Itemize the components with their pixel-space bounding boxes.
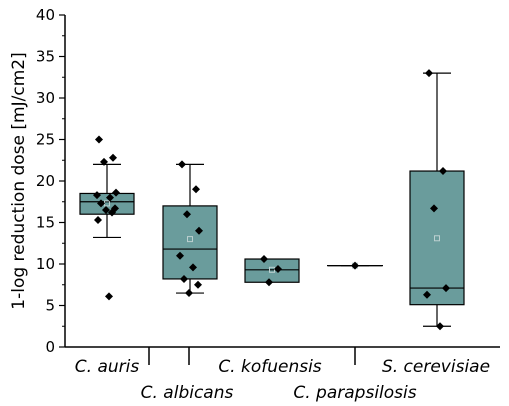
data-point	[105, 292, 113, 301]
x-category-label: C. parapsilosis	[293, 383, 416, 403]
data-point	[194, 280, 202, 289]
data-point	[100, 157, 108, 166]
y-tick-label: 15	[36, 214, 55, 232]
data-point	[195, 226, 203, 235]
mean-marker	[434, 235, 440, 242]
y-tick-label: 10	[36, 255, 55, 273]
data-point	[185, 289, 193, 298]
data-point	[94, 216, 102, 225]
box-group	[79, 135, 135, 301]
data-point	[93, 191, 101, 200]
y-axis-ticks: 0 5 10 15 20 25 30 35 40	[36, 6, 65, 356]
y-tick-label: 25	[36, 131, 55, 149]
data-point	[97, 199, 105, 208]
box-group	[409, 69, 465, 331]
box-group	[162, 160, 218, 298]
data-point	[439, 167, 447, 176]
y-tick-label: 30	[36, 89, 55, 107]
data-point	[425, 69, 433, 78]
y-tick-label: 20	[36, 172, 55, 190]
data-point	[108, 208, 116, 217]
data-point	[183, 210, 191, 219]
box-rect	[79, 192, 135, 215]
x-category-label: C. auris	[75, 357, 140, 377]
y-tick-label: 35	[36, 48, 55, 66]
mean-marker	[187, 236, 193, 243]
x-category-label: C. albicans	[141, 383, 234, 403]
y-tick-label: 0	[45, 338, 55, 356]
data-point	[436, 322, 444, 331]
data-point	[95, 135, 103, 144]
data-point	[189, 263, 197, 272]
x-category-label: S. cerevisiae	[382, 357, 490, 377]
data-point	[192, 185, 200, 194]
data-point	[178, 160, 186, 169]
boxes	[79, 69, 465, 331]
box-group	[327, 261, 383, 270]
box-rect	[244, 258, 300, 283]
data-point	[430, 204, 438, 213]
data-point	[442, 284, 450, 293]
data-point	[274, 264, 282, 273]
data-point	[180, 274, 188, 283]
data-point	[351, 261, 359, 270]
data-point	[109, 153, 117, 162]
box-group	[244, 255, 300, 287]
x-category-label: C. kofuensis	[218, 357, 321, 377]
data-point	[102, 206, 110, 215]
data-point	[260, 255, 268, 264]
data-point	[265, 278, 273, 287]
y-tick-label: 5	[45, 297, 55, 315]
y-tick-label: 40	[36, 6, 55, 24]
data-point	[423, 290, 431, 299]
data-point	[112, 188, 120, 197]
box-rect	[409, 170, 465, 306]
y-axis-label: 1-log reduction dose [mJ/cm2]	[9, 52, 29, 309]
mean-marker	[269, 266, 275, 273]
data-point	[176, 251, 184, 260]
data-point	[106, 193, 114, 202]
